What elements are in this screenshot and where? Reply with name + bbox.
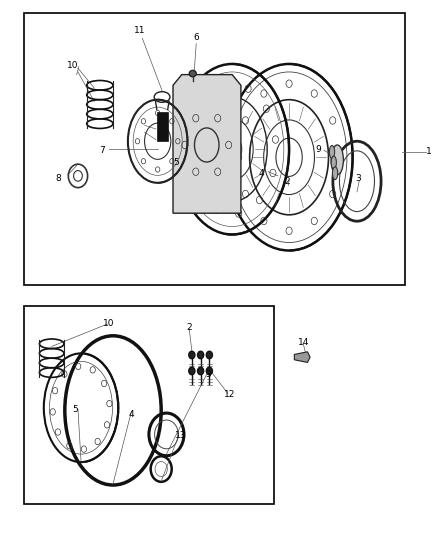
Ellipse shape xyxy=(189,367,195,375)
Text: 2: 2 xyxy=(187,324,192,332)
Ellipse shape xyxy=(198,367,204,375)
Bar xyxy=(24,13,405,285)
Text: 8: 8 xyxy=(55,174,61,182)
Text: 3: 3 xyxy=(355,174,361,182)
Text: 5: 5 xyxy=(72,405,78,414)
Bar xyxy=(157,112,168,141)
Ellipse shape xyxy=(206,351,212,359)
Text: 13: 13 xyxy=(175,431,187,440)
Polygon shape xyxy=(173,75,241,213)
Text: 14: 14 xyxy=(298,338,309,346)
Text: 9: 9 xyxy=(315,145,321,154)
Ellipse shape xyxy=(329,146,335,158)
Text: 4: 4 xyxy=(129,410,134,418)
Text: 10: 10 xyxy=(103,319,114,328)
Text: 6: 6 xyxy=(193,33,199,42)
Ellipse shape xyxy=(332,167,338,180)
Text: 3: 3 xyxy=(205,370,212,378)
Text: 7: 7 xyxy=(99,146,105,155)
Ellipse shape xyxy=(198,351,204,359)
Text: 4: 4 xyxy=(258,169,264,178)
Ellipse shape xyxy=(331,145,343,175)
Text: 5: 5 xyxy=(173,158,179,166)
Text: 10: 10 xyxy=(67,61,78,69)
Bar xyxy=(24,306,274,504)
Text: 2: 2 xyxy=(285,177,290,185)
Text: 12: 12 xyxy=(224,390,236,399)
Polygon shape xyxy=(294,352,310,362)
Text: 11: 11 xyxy=(134,27,145,35)
Text: 1: 1 xyxy=(426,148,432,156)
Ellipse shape xyxy=(206,367,212,375)
Ellipse shape xyxy=(331,156,336,169)
Ellipse shape xyxy=(189,351,195,359)
Ellipse shape xyxy=(189,70,196,77)
